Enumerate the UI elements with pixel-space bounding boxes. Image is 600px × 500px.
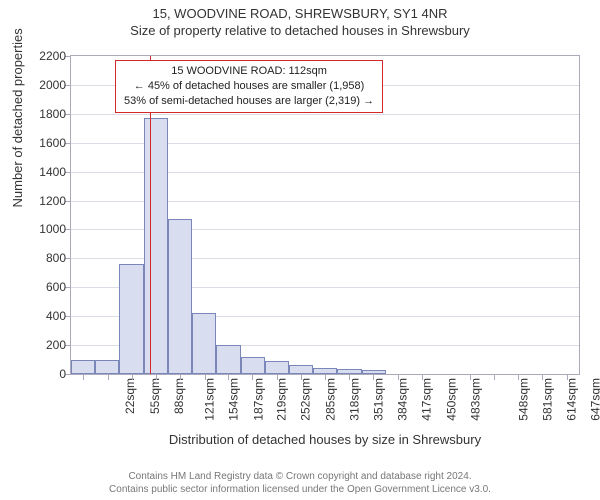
x-tick-label: 187sqm: [251, 378, 265, 421]
x-tick-label: 548sqm: [516, 378, 530, 421]
x-tick-label: 154sqm: [227, 378, 241, 421]
x-tick-mark: [180, 375, 181, 380]
footer-attribution: Contains HM Land Registry data © Crown c…: [0, 471, 600, 496]
x-tick-label: 417sqm: [420, 378, 434, 421]
x-tick-label: 483sqm: [469, 378, 483, 421]
x-tick-mark: [349, 375, 350, 380]
x-tick-mark: [205, 375, 206, 380]
annotation-line: 53% of semi-detached houses are larger (…: [124, 94, 374, 109]
histogram-bar: [192, 313, 216, 374]
x-tick-mark: [422, 375, 423, 380]
y-tick-label: 200: [6, 338, 66, 352]
x-tick-mark: [518, 375, 519, 380]
footer-line-2: Contains public sector information licen…: [0, 484, 600, 497]
x-tick-label: 351sqm: [372, 378, 386, 421]
x-tick-label: 121sqm: [203, 378, 217, 421]
y-tick-label: 2200: [6, 49, 66, 63]
histogram-bar: [144, 118, 168, 374]
x-tick-mark: [325, 375, 326, 380]
histogram-bar: [216, 345, 240, 374]
y-tick-label: 1800: [6, 107, 66, 121]
histogram-bar: [362, 370, 386, 374]
y-tick-label: 800: [6, 251, 66, 265]
y-tick-label: 1200: [6, 194, 66, 208]
y-tick-label: 400: [6, 309, 66, 323]
x-tick-mark: [228, 375, 229, 380]
x-tick-mark: [301, 375, 302, 380]
x-tick-mark: [542, 375, 543, 380]
gridline: [71, 114, 579, 115]
x-tick-mark: [470, 375, 471, 380]
annotation-line: 15 WOODVINE ROAD: 112sqm: [124, 64, 374, 79]
annotation-line: ← 45% of detached houses are smaller (1,…: [124, 79, 374, 94]
histogram-bar: [168, 219, 192, 374]
histogram-bar: [95, 360, 119, 374]
histogram-bar: [71, 360, 95, 374]
page-subtitle: Size of property relative to detached ho…: [0, 23, 600, 40]
annotation-box: 15 WOODVINE ROAD: 112sqm← 45% of detache…: [115, 60, 383, 113]
x-tick-label: 252sqm: [299, 378, 313, 421]
footer-line-1: Contains HM Land Registry data © Crown c…: [0, 471, 600, 484]
histogram-bar: [313, 368, 337, 375]
x-tick-label: 88sqm: [172, 378, 186, 414]
y-tick-label: 1600: [6, 136, 66, 150]
x-tick-mark: [277, 375, 278, 380]
x-tick-mark: [373, 375, 374, 380]
histogram-bar: [265, 361, 289, 374]
y-tick-label: 0: [6, 367, 66, 381]
x-tick-label: 22sqm: [124, 378, 138, 414]
x-axis-label: Distribution of detached houses by size …: [70, 432, 580, 447]
y-tick-label: 2000: [6, 78, 66, 92]
x-tick-mark: [252, 375, 253, 380]
histogram-bar: [337, 369, 361, 374]
y-tick-label: 600: [6, 280, 66, 294]
page-title: 15, WOODVINE ROAD, SHREWSBURY, SY1 4NR: [0, 0, 600, 23]
x-tick-mark: [132, 375, 133, 380]
x-tick-mark: [567, 375, 568, 380]
x-tick-mark: [398, 375, 399, 380]
x-tick-label: 285sqm: [323, 378, 337, 421]
histogram-bar: [289, 365, 313, 374]
x-tick-label: 384sqm: [396, 378, 410, 421]
x-tick-label: 450sqm: [444, 378, 458, 421]
x-tick-label: 55sqm: [148, 378, 162, 414]
x-tick-label: 614sqm: [565, 378, 579, 421]
x-tick-mark: [83, 375, 84, 380]
y-tick-label: 1400: [6, 165, 66, 179]
histogram-bar: [241, 357, 265, 374]
x-tick-label: 318sqm: [347, 378, 361, 421]
x-tick-label: 219sqm: [275, 378, 289, 421]
x-tick-label: 581sqm: [541, 378, 555, 421]
chart-container: 15, WOODVINE ROAD, SHREWSBURY, SY1 4NR S…: [0, 0, 600, 500]
y-tick-label: 1000: [6, 222, 66, 236]
x-tick-mark: [156, 375, 157, 380]
x-tick-mark: [494, 375, 495, 380]
x-tick-mark: [108, 375, 109, 380]
histogram-bar: [119, 264, 143, 374]
x-tick-label: 647sqm: [589, 378, 600, 421]
